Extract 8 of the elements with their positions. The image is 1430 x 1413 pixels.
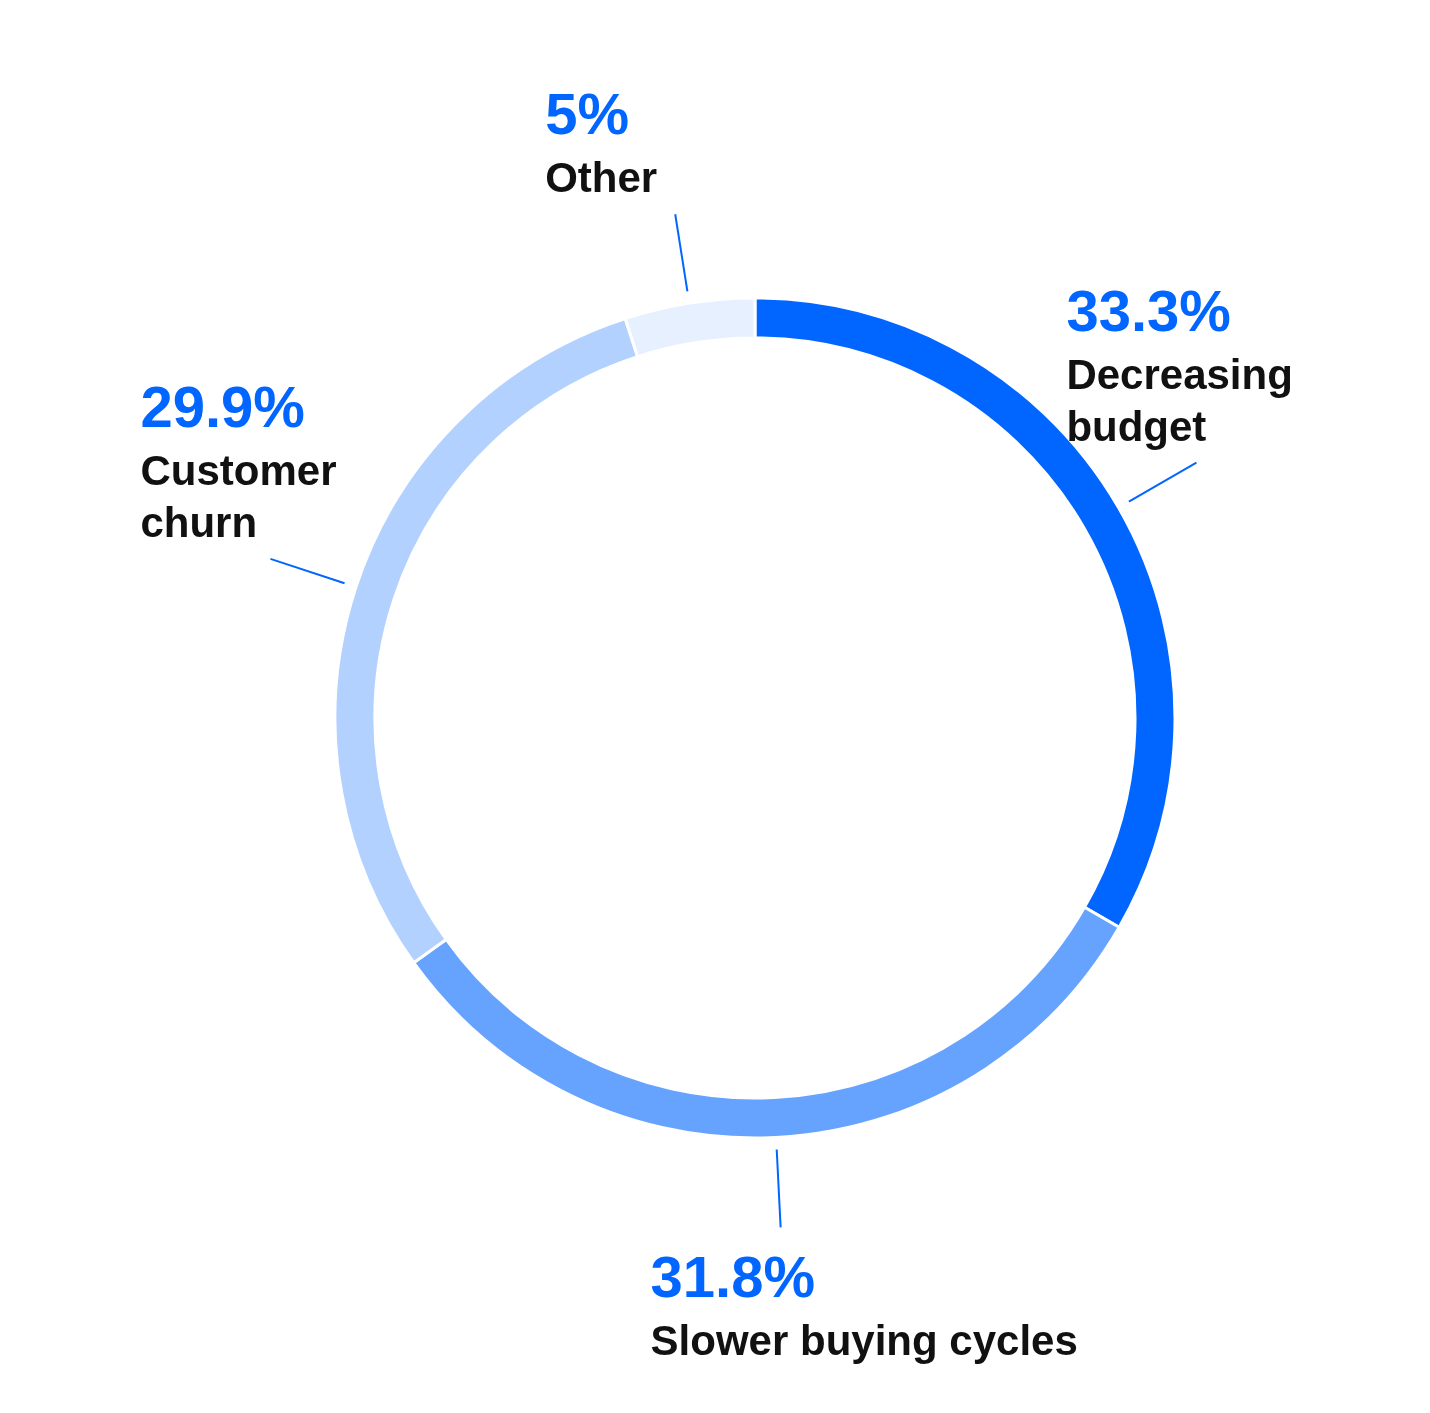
slice-label: Decreasing budget xyxy=(1066,350,1293,450)
data-label: 33.3% xyxy=(1066,277,1231,343)
data-label: 5% xyxy=(545,81,630,147)
slice-label: Other xyxy=(545,154,658,202)
slice-label: Customer churn xyxy=(140,446,337,546)
data-label: 29.9% xyxy=(140,373,305,439)
slice-label: Slower buying cycles xyxy=(650,1317,1078,1365)
data-label: 31.8% xyxy=(650,1244,816,1310)
